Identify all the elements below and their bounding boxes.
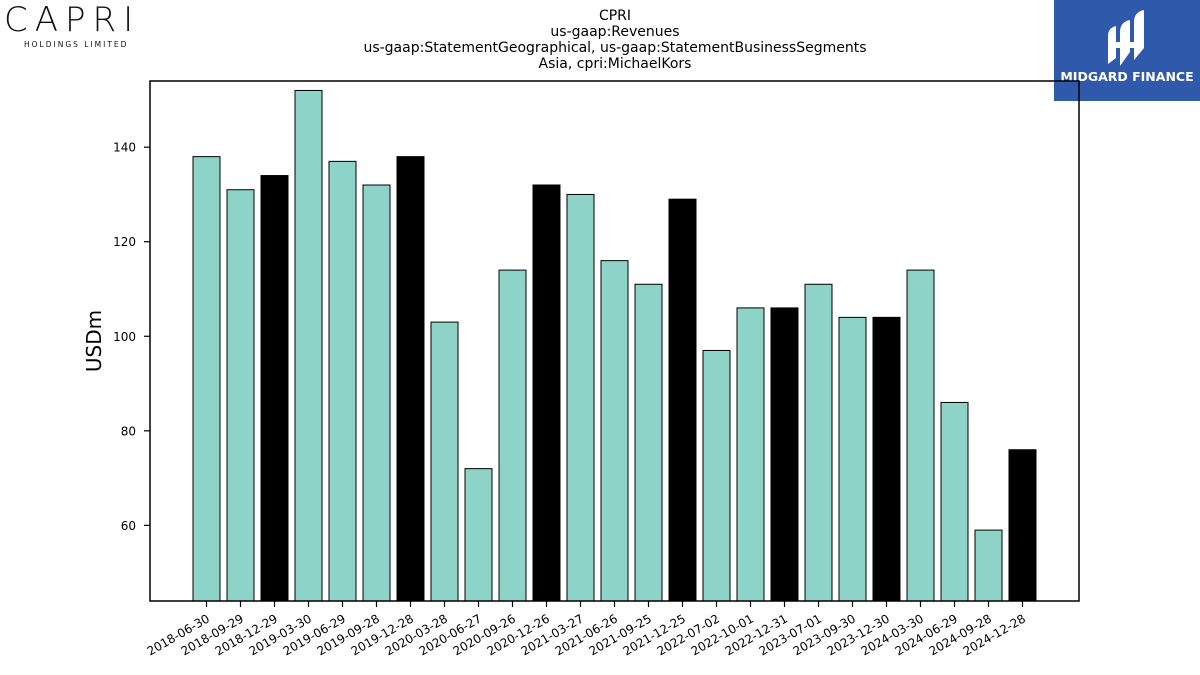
y-tick-label: 140 [113, 141, 136, 155]
bar [498, 269, 527, 602]
bar [328, 160, 357, 602]
capri-logo-word: CAPRI [4, 0, 141, 40]
midgard-mark-icon [1108, 10, 1144, 66]
bar [838, 316, 867, 602]
y-tick-label: 80 [121, 424, 136, 438]
chart-title: CPRIus-gaap:Revenuesus-gaap:StatementGeo… [363, 8, 866, 72]
bar [192, 156, 221, 602]
bar [770, 307, 799, 602]
y-tick-label: 60 [121, 519, 136, 533]
bar [804, 283, 833, 602]
chart-title-line: us-gaap:Revenues [550, 24, 679, 40]
y-tick-label: 120 [113, 235, 136, 249]
midgard-finance-text: MIDGARD FINANCE [1060, 69, 1194, 84]
chart-title-line: CPRI [599, 8, 631, 24]
y-axis: 60 80 100 120 140 [113, 141, 150, 533]
bar [362, 184, 391, 602]
bar [906, 269, 935, 602]
bar [396, 156, 425, 602]
bar [226, 189, 255, 602]
chart-title-line: us-gaap:StatementGeographical, us-gaap:S… [363, 40, 866, 56]
bar [260, 175, 289, 602]
bar [702, 349, 731, 602]
bar [464, 468, 493, 602]
y-axis-label: USDm [82, 310, 106, 372]
bars [192, 89, 1037, 602]
bar [736, 307, 765, 602]
bar [974, 529, 1003, 602]
bar [940, 401, 969, 602]
chart-title-line: Asia, cpri:MichaelKors [539, 56, 692, 72]
x-axis: 2018-06-302018-09-292018-12-292019-03-30… [145, 601, 1028, 658]
bar [294, 89, 323, 602]
bar [566, 193, 595, 602]
bar [1008, 449, 1037, 602]
bar [430, 321, 459, 602]
bar [668, 198, 697, 602]
capri-logo-subtitle: HOLDINGS LIMITED [24, 40, 129, 49]
capri-logo: CAPRI HOLDINGS LIMITED [4, 0, 154, 56]
bar [634, 283, 663, 602]
bar [600, 260, 629, 602]
y-tick-label: 100 [113, 330, 136, 344]
bar [872, 316, 901, 602]
bar [532, 184, 561, 602]
